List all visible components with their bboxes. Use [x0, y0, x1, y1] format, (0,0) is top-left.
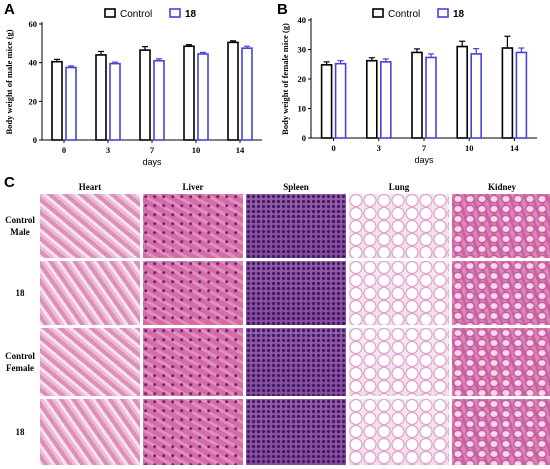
x-axis-label: days [142, 157, 162, 167]
x-tick-label: 10 [465, 143, 474, 153]
y-axis-label: Body weight of male mice (g) [4, 29, 14, 134]
histology-image-kidney [452, 399, 550, 465]
legend-label: 18 [453, 9, 465, 20]
histology-image-heart [40, 399, 140, 465]
bar [109, 62, 121, 141]
y-axis-label: Body weight of female mice (g) [280, 23, 290, 135]
histology-image-heart [40, 328, 140, 396]
y-tick-label: 30 [298, 45, 307, 55]
bar [411, 51, 423, 139]
y-tick-label: 20 [29, 96, 38, 106]
histology-image-spleen [246, 399, 346, 465]
bar [515, 51, 528, 139]
bar [227, 41, 239, 141]
histology-image-kidney [452, 194, 550, 258]
histology-image-spleen [246, 261, 346, 325]
legend-swatch [372, 8, 384, 18]
bar [366, 59, 378, 139]
female-body-weight-chart: 0 10 20 30 40 Body weight of female mice (g) 0… [280, 8, 537, 165]
x-tick-label: 14 [510, 143, 519, 153]
bar [197, 53, 209, 141]
legend-swatch [437, 8, 449, 18]
x-tick-label: 7 [422, 143, 427, 153]
x-tick-label: 10 [192, 145, 201, 155]
bar [139, 49, 151, 141]
histology-image-kidney [452, 261, 550, 325]
bar [334, 62, 347, 139]
histology-image-liver [143, 261, 243, 325]
panel-letter-b: B [277, 1, 288, 18]
bar [153, 59, 165, 141]
bar [183, 45, 195, 141]
histology-image-kidney [452, 328, 550, 396]
panel-letter-a: A [4, 1, 15, 18]
y-tick-label: 40 [298, 15, 307, 25]
column-header-lung: Lung [388, 182, 410, 192]
bar [456, 45, 468, 139]
column-header-heart: Heart [78, 182, 102, 192]
bar [425, 56, 437, 139]
bar [380, 61, 392, 139]
x-axis-label: days [414, 155, 434, 165]
bar [241, 47, 253, 141]
x-tick-label: 7 [150, 145, 155, 155]
y-tick-label: 60 [29, 19, 38, 29]
column-header-spleen: Spleen [283, 182, 309, 192]
x-tick-label: 3 [106, 145, 110, 155]
histology-image-lung [349, 194, 449, 258]
histology-image-liver [143, 399, 243, 465]
legend-swatch [169, 8, 181, 18]
y-tick-label: 0 [33, 135, 37, 145]
x-tick-label: 3 [377, 143, 381, 153]
histology-image-lung [349, 328, 449, 396]
y-tick-label: 40 [29, 58, 38, 68]
histology-image-spleen [246, 194, 346, 258]
bar [51, 60, 63, 141]
y-tick-label: 10 [298, 104, 307, 114]
bar [320, 64, 333, 139]
histology-image-liver [143, 194, 243, 258]
bar [95, 54, 107, 141]
legend-swatch [104, 8, 116, 18]
bar [470, 53, 482, 139]
bar [65, 66, 77, 141]
histology-image-heart [40, 194, 140, 258]
histology-image-heart [40, 261, 140, 325]
legend-label: 18 [185, 9, 197, 20]
column-header-liver: Liver [182, 182, 204, 192]
column-header-kidney: Kidney [487, 182, 516, 192]
x-tick-label: 0 [331, 143, 335, 153]
histology-image-lung [349, 399, 449, 465]
row-header: 18 [15, 427, 25, 437]
histology-image-spleen [246, 328, 346, 396]
legend-label: Control [388, 9, 420, 20]
y-tick-label: 20 [298, 74, 307, 84]
bar [501, 47, 514, 139]
legend-label: Control [120, 9, 152, 20]
row-header: Control Male [5, 215, 35, 237]
histology-image-lung [349, 261, 449, 325]
y-tick-label: 0 [302, 133, 306, 143]
x-tick-label: 0 [62, 145, 66, 155]
male-body-weight-chart: 0 20 40 60 Body weight of male mice (g) 0 3 7 10… [4, 8, 262, 167]
histology-image-liver [143, 328, 243, 396]
row-header: 18 [15, 288, 25, 298]
x-tick-label: 14 [236, 145, 245, 155]
panel-letter-c: C [4, 174, 15, 191]
row-header: Control Female [5, 351, 35, 373]
